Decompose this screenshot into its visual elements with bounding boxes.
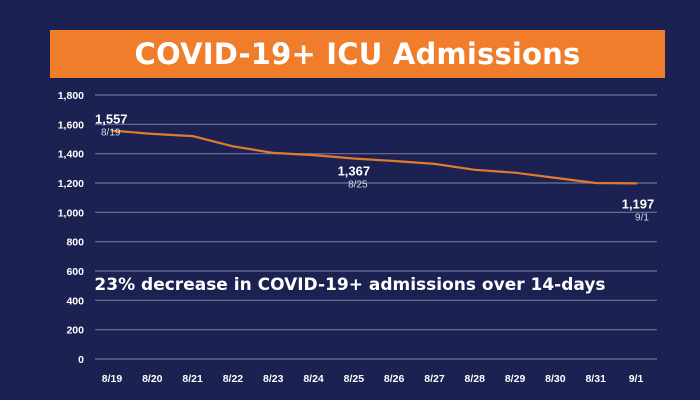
chart-title: COVID-19+ ICU Admissions [134, 37, 581, 71]
data-point [473, 168, 476, 171]
data-label-value: 1,367 [338, 164, 371, 179]
x-tick-label: 8/31 [585, 373, 606, 385]
data-point [594, 182, 597, 184]
data-point [312, 154, 315, 157]
data-point [272, 151, 275, 154]
data-point [635, 182, 637, 185]
chart-annotation: 23% decrease in COVID-19+ admissions ove… [94, 275, 606, 295]
y-tick-label: 1,600 [58, 119, 84, 131]
x-tick-label: 8/25 [344, 373, 365, 385]
data-point [151, 132, 154, 135]
x-tick-label: 8/21 [182, 373, 203, 385]
data-point [352, 157, 355, 160]
y-tick-label: 0 [78, 354, 84, 366]
data-label-date: 8/25 [348, 180, 368, 191]
y-tick-label: 400 [66, 295, 84, 307]
x-tick-label: 8/27 [424, 373, 445, 385]
y-tick-label: 800 [66, 237, 84, 249]
y-tick-label: 1,000 [58, 207, 84, 219]
title-banner: COVID-19+ ICU Admissions [50, 30, 665, 78]
y-tick-label: 1,400 [58, 149, 84, 161]
series-line [110, 129, 638, 185]
data-point [554, 176, 557, 179]
x-tick-label: 8/19 [102, 373, 123, 385]
x-tick-label: 8/26 [384, 373, 405, 385]
y-tick-label: 1,200 [58, 178, 84, 190]
x-tick-label: 8/20 [142, 373, 163, 385]
x-tick-label: 8/24 [303, 373, 324, 385]
data-point [231, 145, 234, 148]
data-point [433, 162, 436, 165]
x-tick-label: 8/28 [465, 373, 486, 385]
data-point [514, 171, 517, 174]
data-label-date: 9/1 [635, 212, 649, 223]
x-tick-label: 8/22 [223, 373, 244, 385]
data-point [191, 135, 194, 138]
data-label-value: 1,197 [622, 196, 655, 211]
data-point [393, 160, 396, 162]
y-tick-label: 1,800 [58, 90, 84, 102]
y-tick-label: 200 [66, 325, 84, 337]
data-label-value: 1,557 [95, 112, 128, 127]
x-tick-label: 8/23 [263, 373, 284, 385]
data-label-date: 8/19 [101, 128, 121, 139]
data-point [111, 129, 113, 132]
x-tick-label: 8/30 [545, 373, 566, 385]
y-tick-label: 600 [66, 266, 84, 278]
x-tick-label: 8/29 [505, 373, 526, 385]
x-tick-label: 9/1 [629, 373, 644, 385]
